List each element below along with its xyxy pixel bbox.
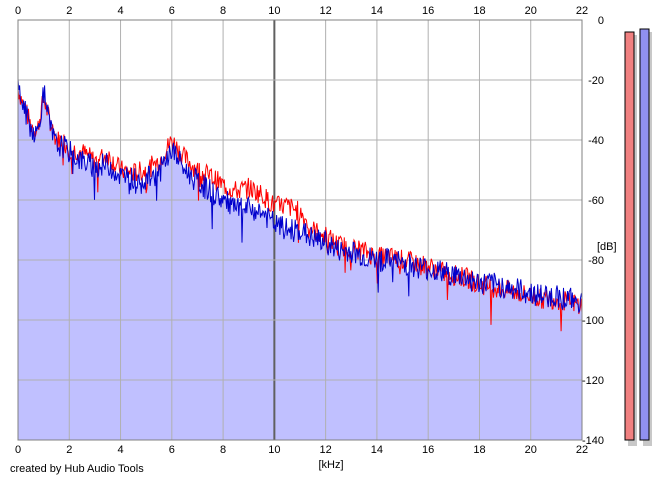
x-tick-label-top: 10 xyxy=(268,5,280,17)
x-tick-label-top: 14 xyxy=(371,5,383,17)
x-tick-labels-top: 0 2 4 6 8 10 12 14 16 18 20 22 xyxy=(15,5,588,17)
x-tick-label-bottom: 4 xyxy=(117,444,123,456)
y-tick-label: 0 xyxy=(598,15,604,27)
x-tick-labels-bottom: 0 2 4 6 8 10 12 14 16 18 20 22 xyxy=(15,444,588,456)
level-meters xyxy=(624,28,652,446)
y-tick-label: -40 xyxy=(588,135,604,147)
x-tick-label-bottom: 12 xyxy=(320,444,332,456)
x-tick-label-bottom: 6 xyxy=(169,444,175,456)
x-tick-label-top: 12 xyxy=(320,5,332,17)
left-channel-line xyxy=(17,89,583,332)
series-lines xyxy=(17,79,583,332)
y-axis-unit-label: [dB] xyxy=(597,241,617,253)
plot-frame xyxy=(17,19,583,441)
x-tick-label-top: 4 xyxy=(117,5,123,17)
y-tick-label: -100 xyxy=(582,315,604,327)
x-tick-label-top: 6 xyxy=(169,5,175,17)
x-tick-label-bottom: 20 xyxy=(525,444,537,456)
x-tick-label-top: 8 xyxy=(220,5,226,17)
y-tick-label: -120 xyxy=(582,375,604,387)
x-tick-label-bottom: 2 xyxy=(66,444,72,456)
y-tick-label: -80 xyxy=(588,255,604,267)
credit-text: created by Hub Audio Tools xyxy=(10,463,144,475)
level-meter-bar xyxy=(624,31,635,441)
x-tick-label-bottom: 8 xyxy=(220,444,226,456)
x-tick-label-bottom: 16 xyxy=(422,444,434,456)
x-tick-label-bottom: 14 xyxy=(371,444,383,456)
y-tick-labels: 0 -20 -40 -60 -80 -100 -120 -140 xyxy=(582,15,604,447)
x-axis-unit-label: [kHz] xyxy=(318,459,343,471)
right-channel-line xyxy=(17,79,583,313)
x-tick-label-bottom: 22 xyxy=(576,444,588,456)
x-tick-label-top: 18 xyxy=(473,5,485,17)
y-tick-label: -140 xyxy=(582,435,604,447)
x-tick-label-bottom: 0 xyxy=(15,444,21,456)
x-tick-label-top: 22 xyxy=(576,5,588,17)
y-tick-label: -20 xyxy=(588,75,604,87)
level-meter-bar xyxy=(639,28,650,441)
x-tick-label-top: 0 xyxy=(15,5,21,17)
y-tick-label: -60 xyxy=(588,195,604,207)
x-tick-label-top: 16 xyxy=(422,5,434,17)
x-tick-label-top: 2 xyxy=(66,5,72,17)
x-tick-label-bottom: 18 xyxy=(473,444,485,456)
x-tick-label-bottom: 10 xyxy=(268,444,280,456)
x-tick-label-top: 20 xyxy=(525,5,537,17)
